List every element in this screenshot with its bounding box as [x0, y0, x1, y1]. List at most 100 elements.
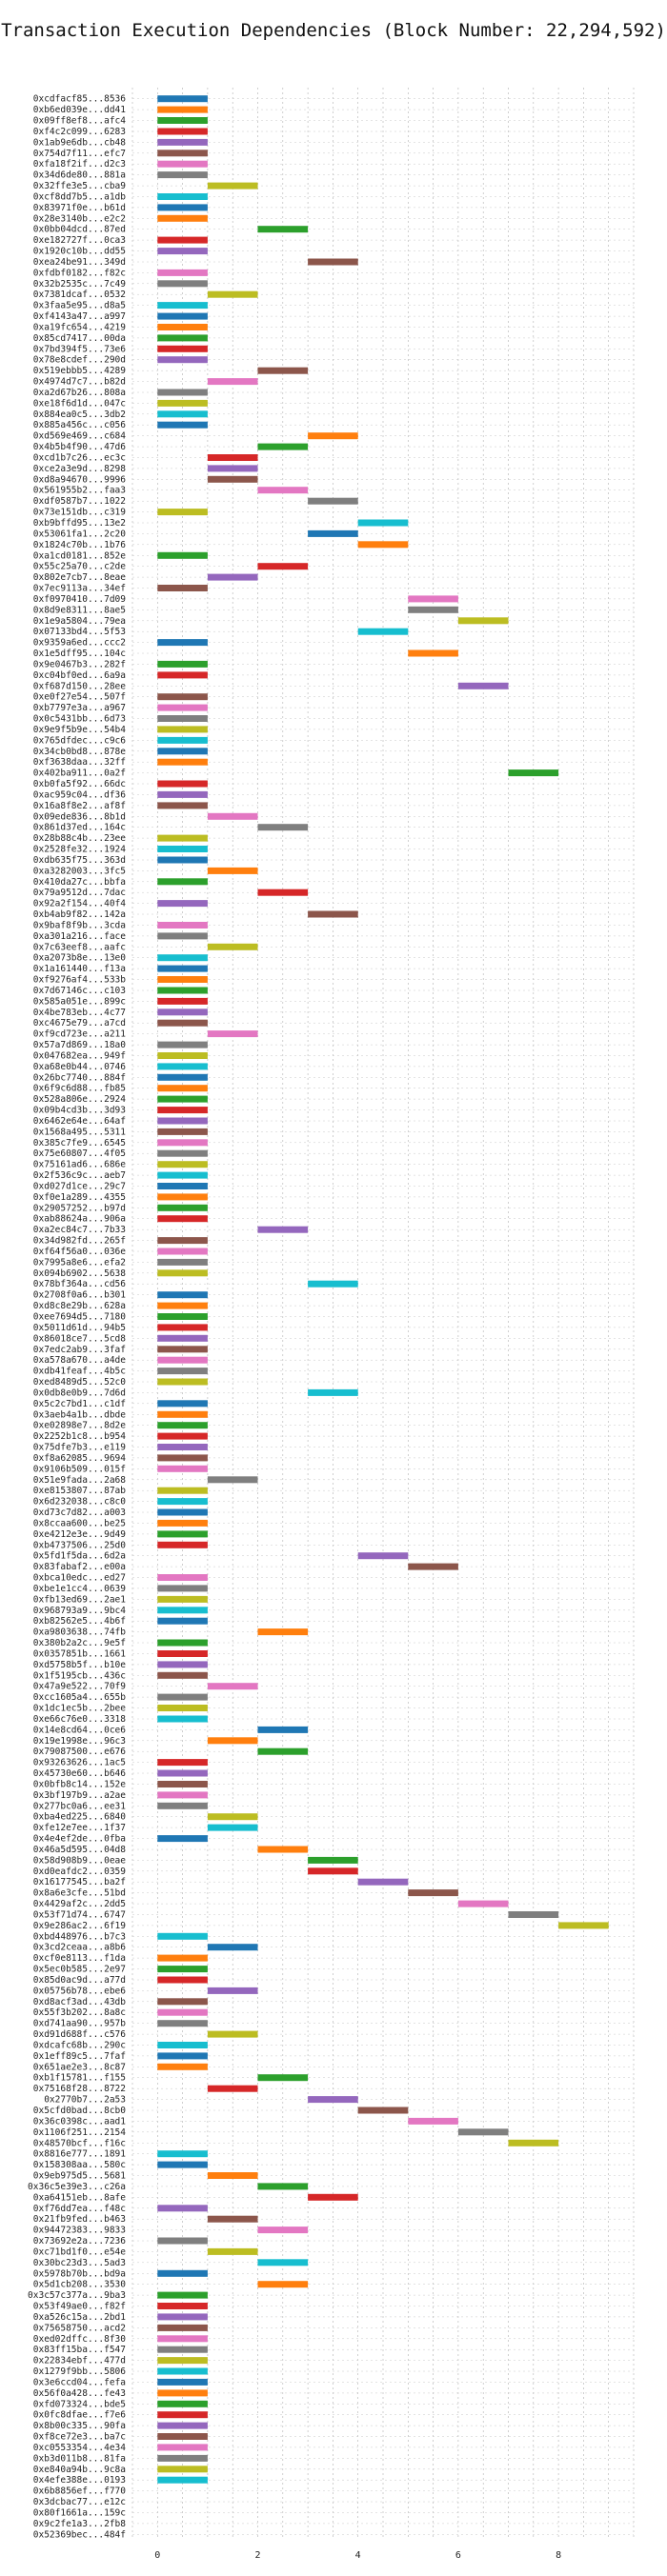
- bar: [157, 987, 208, 994]
- bar: [157, 193, 208, 200]
- bar: [157, 1759, 208, 1767]
- y-tick-label: 0xf3638daa...32ff: [33, 757, 126, 768]
- bar: [157, 2008, 208, 2016]
- bar: [157, 2422, 208, 2429]
- y-tick-label: 0xd741aa90...957b: [33, 2019, 127, 2029]
- bar: [157, 302, 208, 310]
- x-tick-label: 2: [254, 2550, 260, 2561]
- y-tick-label: 0xd0eafdc2...0359: [33, 1867, 127, 1877]
- bar: [157, 1976, 208, 1984]
- y-tick-label: 0xa1cd0181...852e: [33, 550, 127, 561]
- bar: [308, 1867, 358, 1875]
- y-tick-label: 0xb4ab9f82...142a: [33, 909, 126, 920]
- y-tick-label: 0x9e286ac2...6f19: [33, 1921, 127, 1931]
- y-tick-label: 0xe840a94b...9c8a: [33, 2465, 126, 2475]
- bar: [157, 1530, 208, 1538]
- y-tick-label: 0x2252b1c8...b954: [33, 1431, 127, 1442]
- y-tick-label: 0x36c5e39e3...c26a: [28, 2182, 126, 2192]
- bar-layer: [157, 95, 609, 2484]
- y-tick-label: 0x32b2535c...7c49: [33, 279, 127, 290]
- bar: [157, 1508, 208, 1516]
- bar: [157, 1410, 208, 1418]
- bar: [157, 1171, 208, 1179]
- bar: [157, 2378, 208, 2386]
- bar: [207, 1944, 258, 1951]
- bar: [157, 1269, 208, 1277]
- bar: [357, 1878, 409, 1886]
- bar: [157, 1378, 208, 1386]
- y-tick-label: 0x75168f28...8722: [33, 2084, 126, 2094]
- bar: [308, 1388, 358, 1396]
- bar: [308, 2096, 358, 2104]
- bar: [157, 1063, 208, 1070]
- bar: [157, 2433, 208, 2440]
- y-tick-label: 0x22834ebf...477d: [33, 2356, 126, 2366]
- bar: [157, 389, 208, 396]
- bar: [157, 1954, 208, 1962]
- bar: [257, 2259, 309, 2266]
- y-tick-label: 0xe0f27e54...507f: [33, 692, 126, 703]
- bar: [157, 106, 208, 113]
- bar: [157, 1117, 208, 1125]
- bar: [157, 2063, 208, 2070]
- y-tick-label: 0x9eb975d5...5681: [33, 2171, 127, 2182]
- bar: [157, 421, 208, 429]
- y-tick-label: 0xf8ce72e3...ba7c: [33, 2432, 126, 2443]
- bar: [157, 324, 208, 330]
- y-tick-label: 0x34d982fd...265f: [33, 1236, 126, 1247]
- bar: [157, 1661, 208, 1668]
- y-tick-label: 0x83ff15ba...f547: [33, 2345, 126, 2355]
- y-tick-label: 0xb0fa5f92...66dc: [33, 779, 126, 789]
- bar: [157, 2444, 208, 2451]
- y-tick-label: 0x56f0a428...fe43: [33, 2388, 126, 2399]
- bar: [157, 95, 208, 103]
- y-tick-label: 0x5fd1f5da...6d2a: [33, 1551, 126, 1562]
- y-tick-label: 0x0c5431bb...6d73: [33, 714, 126, 725]
- bar: [157, 1791, 208, 1799]
- y-tick-label: 0x7995a8e6...efa2: [33, 1257, 126, 1268]
- bar: [157, 900, 208, 908]
- y-tick-label: 0x561955b2...faa3: [33, 486, 126, 496]
- bar: [157, 1400, 208, 1408]
- y-tick-label: 0xa578a670...a4de: [33, 1355, 127, 1366]
- y-tick-label: 0xa68e0b44...0746: [33, 1062, 127, 1072]
- y-tick-label: 0x80f1661a...159c: [33, 2508, 126, 2519]
- bar: [157, 2313, 208, 2321]
- y-tick-label: 0xb82562e5...4b6f: [33, 1616, 126, 1627]
- bar: [157, 1302, 208, 1309]
- y-tick-label: 0xea24be91...349d: [33, 257, 126, 268]
- bar: [157, 834, 208, 842]
- bar: [157, 780, 208, 788]
- bar: [157, 1998, 208, 2006]
- bar: [157, 138, 208, 146]
- bar: [308, 432, 358, 440]
- bar: [157, 1041, 208, 1048]
- bar: [457, 617, 509, 625]
- bar: [157, 997, 208, 1005]
- bar: [157, 790, 208, 798]
- y-tick-label: 0x8ccaa600...be25: [33, 1518, 126, 1528]
- y-tick-label: 0x7edc2ab9...3faf: [33, 1345, 126, 1355]
- bar: [157, 726, 208, 733]
- x-tick-labels: 0 2 4 6 8: [154, 2550, 561, 2561]
- bar: [157, 1248, 208, 1255]
- bar: [157, 1313, 208, 1320]
- y-tick-label: 0x861d37ed...164c: [33, 823, 126, 833]
- bar: [257, 1726, 309, 1733]
- y-tick-label: 0x1dc1ec5b...2bee: [33, 1704, 127, 1714]
- y-tick-label: 0x21fb9fed...b463: [33, 2214, 126, 2225]
- y-tick-label: 0x85d0ac9d...a77d: [33, 1975, 126, 1986]
- y-tick-label: 0x651ae2e3...8c87: [33, 2062, 126, 2072]
- y-tick-label: 0x19e1998e...96c3: [33, 1736, 126, 1747]
- y-tick-label: 0xc0553354...4e34: [33, 2443, 127, 2453]
- bar: [157, 2411, 208, 2419]
- y-tick-label: 0xed8489d5...52c0: [33, 1377, 127, 1388]
- bar: [157, 2367, 208, 2375]
- chart-title: Transaction Execution Dependencies (Bloc…: [1, 20, 666, 41]
- bar: [357, 519, 409, 527]
- y-tick-label: 0xba4ed225...6840: [33, 1812, 127, 1823]
- bar: [157, 2466, 208, 2473]
- y-tick-label: 0x1568a495...5311: [33, 1127, 127, 1137]
- y-tick-label: 0x34d6de80...881a: [33, 170, 126, 181]
- y-tick-label: 0xa526c15a...2bd1: [33, 2312, 127, 2323]
